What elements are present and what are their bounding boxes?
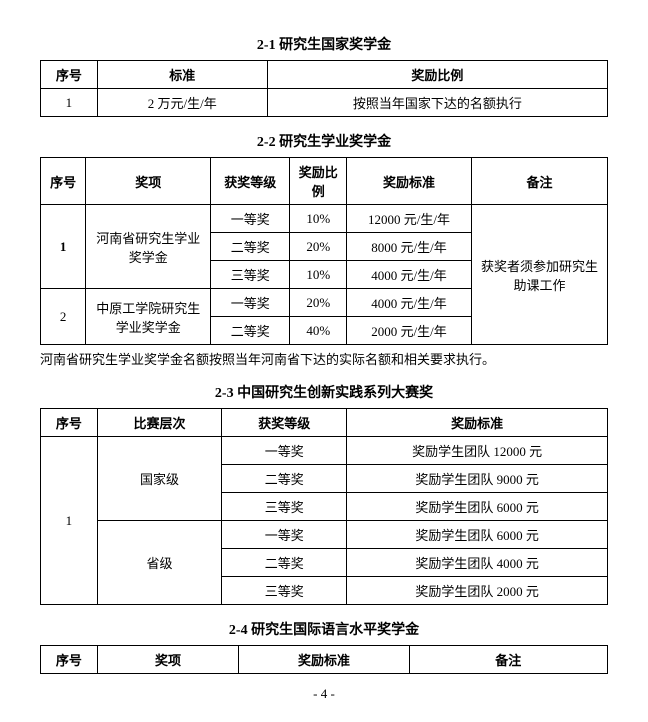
th: 奖励标准	[347, 409, 608, 437]
page-number: - 4 -	[40, 686, 608, 702]
td: 1	[41, 437, 98, 605]
td: 2 万元/生/年	[97, 89, 267, 117]
td: 奖励学生团队 6000 元	[347, 521, 608, 549]
table-2-1: 序号 标准 奖励比例 1 2 万元/生/年 按照当年国家下达的名额执行	[40, 60, 608, 117]
note-2-2: 河南省研究生学业奖学金名额按照当年河南省下达的实际名额和相关要求执行。	[40, 349, 608, 368]
td: 20%	[290, 233, 347, 261]
td: 奖励学生团队 12000 元	[347, 437, 608, 465]
th: 序号	[41, 646, 98, 674]
td: 一等奖	[222, 437, 347, 465]
td: 二等奖	[211, 233, 290, 261]
td: 二等奖	[211, 317, 290, 345]
th: 奖励比例	[290, 158, 347, 205]
td: 10%	[290, 205, 347, 233]
section-title-2-3: 2-3 中国研究生创新实践系列大赛奖	[40, 382, 608, 402]
td: 一等奖	[222, 521, 347, 549]
td: 三等奖	[222, 577, 347, 605]
td: 三等奖	[222, 493, 347, 521]
table-2-2: 序号 奖项 获奖等级 奖励比例 奖励标准 备注 1 河南省研究生学业奖学金 一等…	[40, 157, 608, 345]
table-2-3: 序号 比赛层次 获奖等级 奖励标准 1 国家级 一等奖 奖励学生团队 12000…	[40, 408, 608, 605]
td: 1	[41, 89, 98, 117]
td: 2000 元/生/年	[347, 317, 472, 345]
th: 奖项	[86, 158, 211, 205]
td: 二等奖	[222, 549, 347, 577]
th: 获奖等级	[222, 409, 347, 437]
td: 奖励学生团队 2000 元	[347, 577, 608, 605]
th: 序号	[41, 61, 98, 89]
td: 省级	[97, 521, 222, 605]
td: 国家级	[97, 437, 222, 521]
th: 序号	[41, 409, 98, 437]
td: 20%	[290, 289, 347, 317]
td: 奖励学生团队 9000 元	[347, 465, 608, 493]
td: 按照当年国家下达的名额执行	[267, 89, 607, 117]
th: 标准	[97, 61, 267, 89]
td: 奖励学生团队 4000 元	[347, 549, 608, 577]
td: 12000 元/生/年	[347, 205, 472, 233]
th: 奖励标准	[239, 646, 409, 674]
td: 10%	[290, 261, 347, 289]
td: 4000 元/生/年	[347, 289, 472, 317]
td: 4000 元/生/年	[347, 261, 472, 289]
td: 8000 元/生/年	[347, 233, 472, 261]
th: 备注	[409, 646, 607, 674]
table-2-4: 序号 奖项 奖励标准 备注	[40, 645, 608, 674]
th: 获奖等级	[211, 158, 290, 205]
td: 奖励学生团队 6000 元	[347, 493, 608, 521]
td: 河南省研究生学业奖学金	[86, 205, 211, 289]
td: 一等奖	[211, 289, 290, 317]
th: 奖励标准	[347, 158, 472, 205]
td: 三等奖	[211, 261, 290, 289]
section-title-2-1: 2-1 研究生国家奖学金	[40, 34, 608, 54]
th: 备注	[471, 158, 607, 205]
td: 二等奖	[222, 465, 347, 493]
section-title-2-2: 2-2 研究生学业奖学金	[40, 131, 608, 151]
section-title-2-4: 2-4 研究生国际语言水平奖学金	[40, 619, 608, 639]
th: 序号	[41, 158, 86, 205]
th: 奖项	[97, 646, 239, 674]
th: 比赛层次	[97, 409, 222, 437]
td: 1	[41, 205, 86, 289]
td: 40%	[290, 317, 347, 345]
th: 奖励比例	[267, 61, 607, 89]
td: 2	[41, 289, 86, 345]
td: 中原工学院研究生学业奖学金	[86, 289, 211, 345]
td: 一等奖	[211, 205, 290, 233]
td: 获奖者须参加研究生助课工作	[471, 205, 607, 345]
